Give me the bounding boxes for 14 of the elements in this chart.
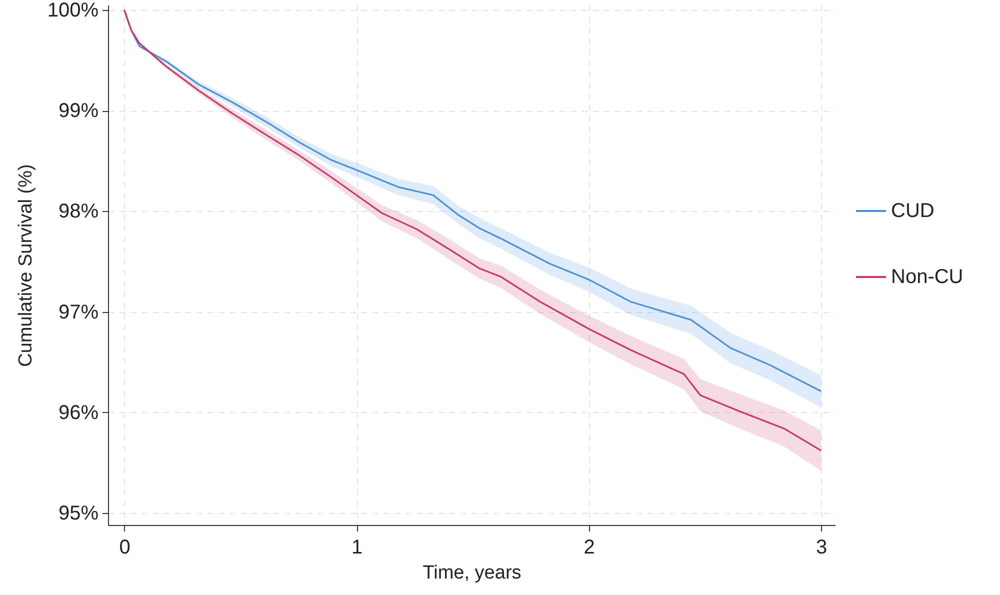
y-tick-label: 99% <box>58 100 99 122</box>
y-tick-label: 100% <box>47 0 99 22</box>
x-tick-label: 0 <box>119 536 130 558</box>
y-tick-label: 97% <box>58 301 99 324</box>
x-tick-label: 2 <box>584 536 595 558</box>
legend-label: Non-CU <box>891 266 964 288</box>
legend-label: CUD <box>891 200 934 222</box>
y-tick-label: 98% <box>58 200 99 223</box>
y-tick-label: 96% <box>58 402 99 424</box>
y-axis-title: Cumulative Survival (%) <box>15 164 36 367</box>
x-tick-label: 1 <box>351 536 363 558</box>
x-axis-title: Time, years <box>422 562 522 584</box>
x-tick-label: 3 <box>816 536 828 558</box>
y-tick-label: 95% <box>58 502 99 524</box>
